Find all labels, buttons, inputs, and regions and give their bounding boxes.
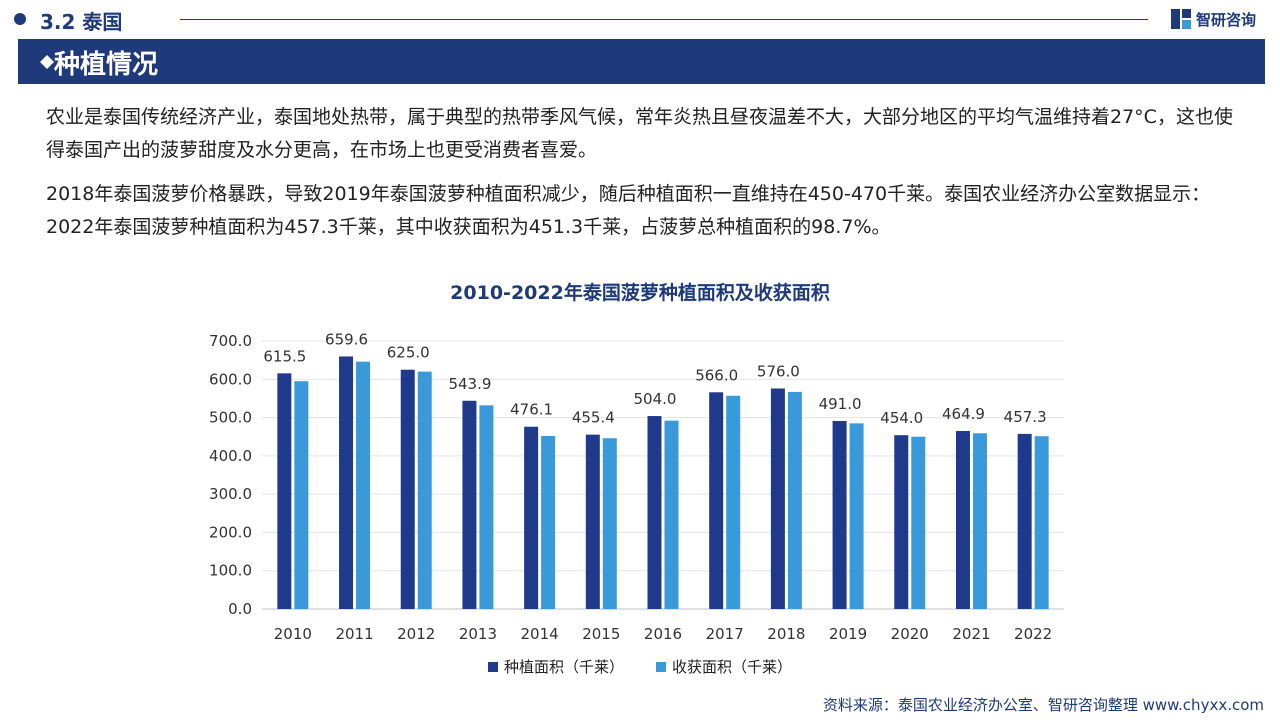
y-tick-label: 600.0 [209, 370, 252, 388]
intro-paragraph: 农业是泰国传统经济产业，泰国地处热带，属于典型的热带季风气候，常年炎热且昼夜温差… [46, 106, 1233, 161]
source-note: 资料来源：泰国农业经济办公室、智研咨询整理 www.chyxx.com [822, 696, 1264, 714]
x-tick-label: 2015 [582, 625, 620, 643]
data-label: 615.5 [263, 347, 306, 365]
x-tick-label: 2010 [274, 625, 312, 643]
bar-harvested [356, 361, 371, 609]
bar-planted [400, 369, 415, 609]
data-label: 454.0 [880, 409, 923, 427]
bar-harvested [787, 391, 802, 609]
bar-planted [709, 392, 724, 609]
bullet-dot-icon [14, 13, 26, 25]
bar-planted [894, 435, 909, 609]
x-tick-label: 2012 [397, 625, 435, 643]
legend-swatch-planted [487, 661, 498, 672]
diamond-icon [40, 55, 54, 69]
y-tick-label: 300.0 [209, 485, 252, 503]
x-tick-label: 2011 [335, 625, 373, 643]
data-label: 566.0 [695, 366, 738, 384]
y-tick-label: 700.0 [209, 332, 252, 350]
logo-text: 智研咨询 [1196, 10, 1257, 29]
legend-item-planted: 种植面积（千莱） [487, 656, 624, 677]
legend-item-harvested: 收获面积（千莱） [656, 656, 792, 677]
x-tick-label: 2016 [644, 625, 682, 643]
bar-planted [955, 431, 970, 609]
y-tick-label: 100.0 [209, 562, 252, 580]
x-tick-label: 2020 [891, 625, 929, 643]
data-paragraph: 2018年泰国菠萝价格暴跌，导致2019年泰国菠萝种植面积减少，随后种植面积一直… [46, 183, 1211, 238]
bar-harvested [541, 435, 556, 609]
page-title: 种植情况 [54, 50, 159, 80]
x-tick-label: 2022 [1014, 625, 1052, 643]
section-label: 3.2 泰国 [40, 10, 123, 34]
data-label: 576.0 [757, 362, 800, 380]
bar-harvested [602, 438, 617, 609]
x-tick-label: 2021 [952, 625, 990, 643]
bar-harvested [849, 423, 864, 609]
bar-planted [832, 421, 847, 609]
bar-planted [277, 373, 292, 609]
bar-harvested [417, 371, 432, 609]
bar-planted [1017, 433, 1032, 609]
data-label: 504.0 [634, 390, 677, 408]
data-label: 476.1 [510, 401, 553, 419]
header-divider [180, 19, 1148, 20]
bar-planted [524, 426, 539, 609]
x-tick-label: 2018 [767, 625, 805, 643]
x-tick-label: 2013 [459, 625, 497, 643]
y-tick-label: 200.0 [209, 523, 252, 541]
bar-planted [585, 434, 600, 609]
chart-title: 2010-2022年泰国菠萝种植面积及收获面积 [450, 282, 830, 304]
data-label: 455.4 [572, 409, 615, 427]
chart-legend: 种植面积（千莱） 收获面积（千莱） [0, 656, 1280, 677]
bar-harvested [1034, 436, 1049, 609]
bar-planted [647, 416, 662, 609]
data-label: 543.9 [448, 375, 491, 393]
y-tick-label: 500.0 [209, 409, 252, 427]
x-tick-label: 2014 [521, 625, 559, 643]
bar-harvested [479, 405, 494, 609]
bar-harvested [911, 436, 926, 609]
x-tick-label: 2017 [706, 625, 744, 643]
data-label: 659.6 [325, 330, 368, 348]
bar-harvested [294, 381, 309, 609]
y-tick-label: 400.0 [209, 447, 252, 465]
x-tick-label: 2019 [829, 625, 867, 643]
data-label: 491.0 [819, 395, 862, 413]
legend-label-planted: 种植面积（千莱） [503, 658, 624, 676]
data-label: 457.3 [1004, 408, 1047, 426]
y-tick-label: 0.0 [228, 600, 252, 618]
legend-label-harvested: 收获面积（千莱） [672, 658, 793, 676]
bar-harvested [726, 395, 741, 609]
bar-harvested [664, 420, 679, 609]
data-label: 464.9 [942, 405, 985, 423]
bar-planted [770, 388, 785, 609]
brand-logo: 智研咨询 [1170, 8, 1256, 30]
legend-swatch-harvested [656, 661, 666, 672]
data-label: 625.0 [387, 344, 430, 362]
bar-harvested [972, 433, 987, 609]
title-band: 种植情况 [18, 39, 1265, 84]
bar-planted [339, 356, 354, 609]
top-bar: 3.2 泰国 智研咨询 [0, 0, 1280, 38]
logo-icon [1171, 9, 1191, 29]
bar-planted [462, 400, 477, 609]
